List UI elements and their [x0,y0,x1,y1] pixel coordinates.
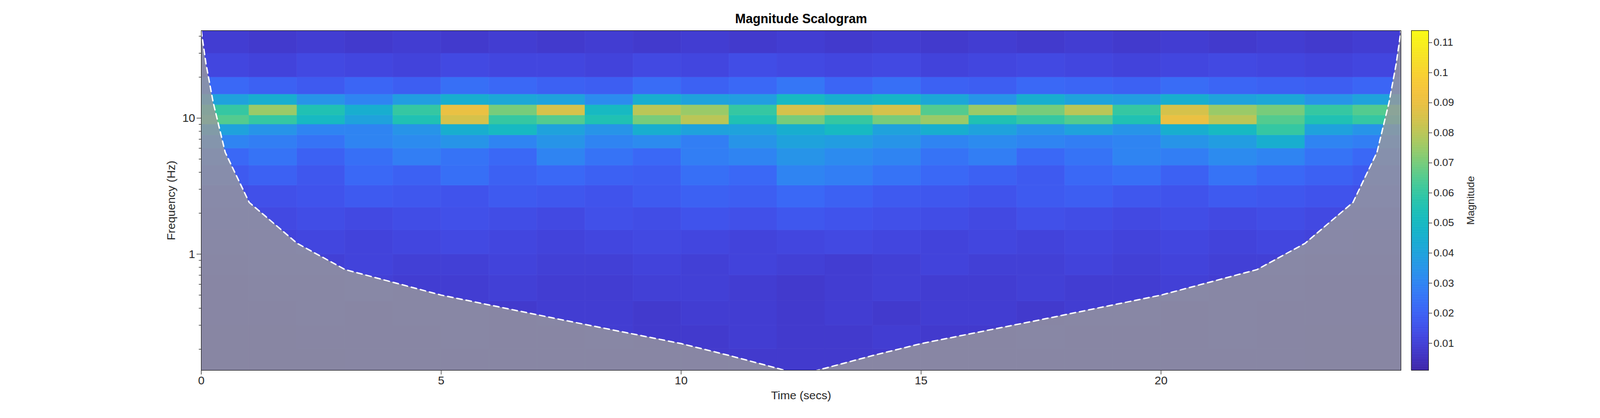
svg-text:Frequency (Hz): Frequency (Hz) [164,160,178,241]
svg-text:0: 0 [198,374,205,388]
svg-text:0.06: 0.06 [1433,187,1455,199]
svg-text:15: 15 [914,374,928,388]
svg-text:0.08: 0.08 [1433,126,1455,139]
svg-text:0.03: 0.03 [1433,277,1455,289]
svg-text:0.07: 0.07 [1433,156,1455,169]
svg-text:0.11: 0.11 [1433,36,1454,49]
svg-text:0.04: 0.04 [1433,247,1455,259]
svg-text:Time (secs): Time (secs) [771,389,832,402]
svg-text:Magnitude Scalogram: Magnitude Scalogram [735,11,868,26]
svg-text:0.09: 0.09 [1433,96,1455,109]
svg-text:0.1: 0.1 [1433,66,1449,79]
svg-text:20: 20 [1154,374,1168,388]
svg-text:5: 5 [437,374,445,388]
svg-text:0.01: 0.01 [1433,337,1455,350]
svg-text:0.02: 0.02 [1433,307,1455,320]
svg-text:Magnitude: Magnitude [1464,176,1477,226]
svg-text:10: 10 [182,111,195,125]
svg-text:1: 1 [188,247,196,261]
svg-text:10: 10 [674,374,688,388]
svg-text:0.05: 0.05 [1433,216,1455,229]
